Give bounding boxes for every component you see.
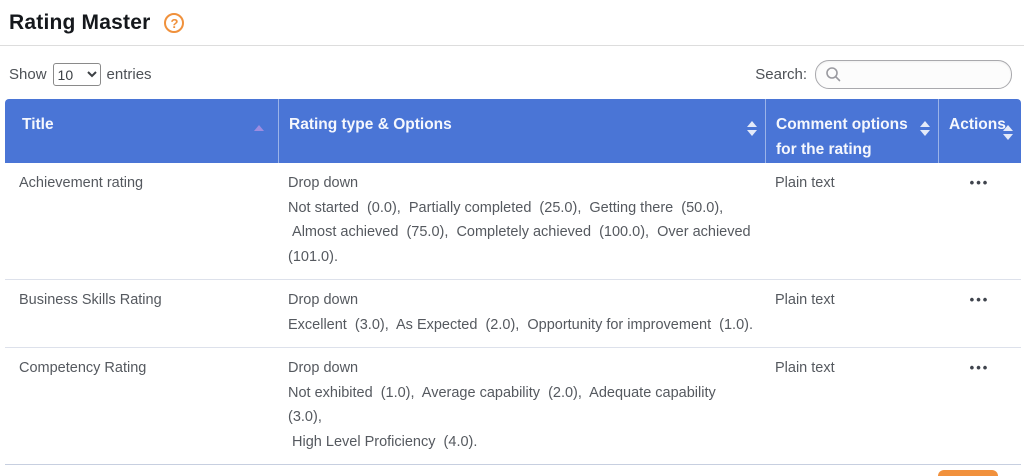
- row-comment-option: Plain text: [765, 163, 938, 280]
- column-header-comment-options[interactable]: Comment options for the rating: [765, 99, 938, 163]
- column-header-actions[interactable]: Actions: [938, 99, 1021, 163]
- table-row: Competency Rating Drop down Not exhibite…: [5, 348, 1021, 465]
- table-row: Business Skills Rating Drop down Excelle…: [5, 280, 1021, 348]
- row-comment-option: Plain text: [765, 348, 938, 465]
- table-row: Achievement rating Drop down Not started…: [5, 163, 1021, 280]
- entries-label: entries: [106, 66, 152, 83]
- show-label: Show: [9, 66, 47, 83]
- page-header: Rating Master ?: [0, 0, 1024, 46]
- page-length-control: Show 10 entries: [9, 63, 152, 86]
- row-actions-menu-icon[interactable]: •••: [969, 175, 990, 190]
- column-header-title[interactable]: Title: [5, 99, 278, 163]
- row-title: Business Skills Rating: [5, 280, 278, 348]
- column-header-label: Rating type & Options: [289, 116, 452, 133]
- rating-table: Title Rating type & Options Comment opti…: [5, 99, 1021, 465]
- table-footer: Add: [0, 465, 1024, 476]
- search-box[interactable]: [815, 60, 1012, 89]
- row-title: Achievement rating: [5, 163, 278, 280]
- table-header-row: Title Rating type & Options Comment opti…: [5, 99, 1021, 163]
- column-header-rating-type[interactable]: Rating type & Options: [278, 99, 765, 163]
- sort-ascending-icon: [254, 125, 264, 131]
- column-header-label: Title: [22, 116, 54, 133]
- column-header-label: Comment options for the rating: [776, 116, 908, 158]
- search-icon: [826, 67, 841, 82]
- column-header-label: Actions: [949, 116, 1006, 133]
- search-label: Search:: [755, 66, 807, 83]
- row-rating-options: Drop down Not exhibited (1.0), Average c…: [278, 348, 765, 465]
- row-actions-menu-icon[interactable]: •••: [969, 360, 990, 375]
- row-comment-option: Plain text: [765, 280, 938, 348]
- help-icon[interactable]: ?: [164, 13, 185, 33]
- row-actions-menu-icon[interactable]: •••: [969, 292, 990, 307]
- row-rating-options: Drop down Excellent (3.0), As Expected (…: [278, 280, 765, 348]
- sort-both-icon: [1003, 125, 1013, 140]
- search-control: Search:: [755, 60, 1012, 89]
- sort-both-icon: [747, 121, 757, 136]
- sort-both-icon: [920, 121, 930, 136]
- search-input[interactable]: [842, 66, 1000, 83]
- row-title: Competency Rating: [5, 348, 278, 465]
- add-button[interactable]: Add: [938, 470, 998, 476]
- page-title: Rating Master: [9, 11, 151, 34]
- page-length-select[interactable]: 10: [52, 63, 101, 86]
- row-rating-options: Drop down Not started (0.0), Partially c…: [278, 163, 765, 280]
- table-controls: Show 10 entries Search:: [0, 46, 1024, 99]
